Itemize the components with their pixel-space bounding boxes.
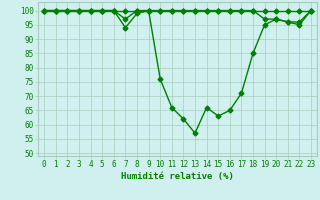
X-axis label: Humidité relative (%): Humidité relative (%): [121, 172, 234, 181]
